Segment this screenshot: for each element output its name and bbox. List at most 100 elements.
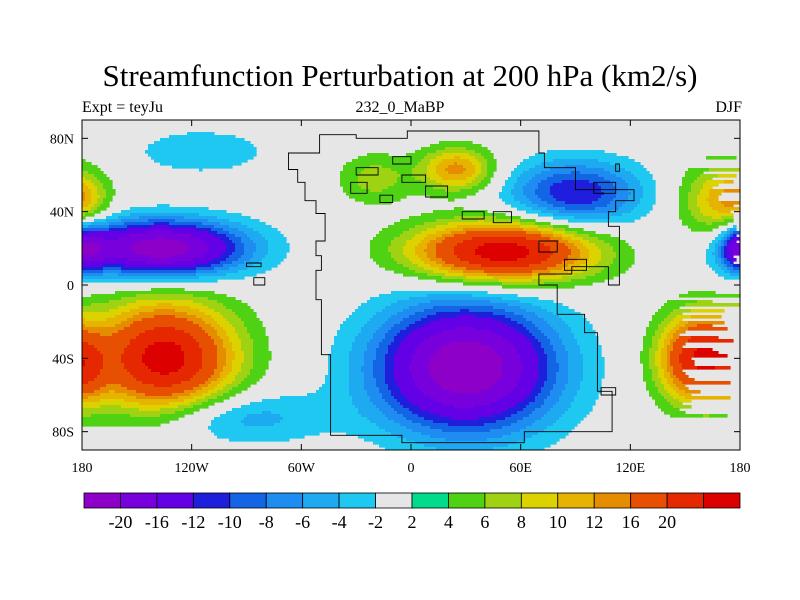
x-tick-label: 120E <box>616 461 646 476</box>
contour-cell <box>532 321 548 325</box>
contour-cell <box>130 324 200 328</box>
contour-cell <box>436 231 452 235</box>
contour-cell <box>115 315 134 319</box>
contour-cell <box>142 360 185 364</box>
contour-cell <box>427 183 443 187</box>
contour-cell <box>643 378 653 382</box>
contour-cell <box>346 318 371 322</box>
contour-cell <box>427 168 437 172</box>
contour-cell <box>502 372 521 376</box>
contour-cell <box>535 189 551 193</box>
contour-cell <box>226 258 239 262</box>
contour-cell <box>169 402 191 406</box>
contour-cell <box>436 279 464 283</box>
colorbar-label: 20 <box>658 512 676 532</box>
contour-cell <box>556 420 581 424</box>
contour-cell <box>577 231 596 235</box>
contour-cell <box>373 363 386 367</box>
contour-cell <box>469 153 482 157</box>
contour-cell <box>550 249 572 253</box>
contour-cell <box>262 399 353 403</box>
contour-cell <box>385 366 395 370</box>
contour-cell <box>358 156 425 160</box>
island-outline <box>246 262 262 268</box>
contour-cell <box>715 246 719 250</box>
contour-cell <box>157 303 173 307</box>
contour-cell <box>559 336 575 340</box>
contour-cell <box>109 225 128 229</box>
contour-cell <box>598 246 614 250</box>
contour-cell <box>394 222 425 226</box>
contour-cell <box>538 363 548 367</box>
contour-cell <box>199 342 215 346</box>
contour-cell <box>718 210 731 214</box>
colorbar-swatch <box>666 492 704 509</box>
contour-cell <box>679 336 692 340</box>
contour-cell <box>220 336 230 340</box>
contour-cell <box>520 375 539 379</box>
contour-cell <box>349 354 365 358</box>
contour-cell <box>82 378 95 382</box>
contour-cell <box>535 324 551 328</box>
contour-cell <box>193 321 206 325</box>
contour-cell <box>94 345 128 349</box>
contour-cell <box>568 369 584 373</box>
contour-cell <box>589 249 602 253</box>
contour-cell <box>445 261 470 265</box>
contour-cell <box>364 324 383 328</box>
contour-cell <box>190 378 209 382</box>
contour-cell <box>478 159 488 163</box>
contour-cell <box>235 351 245 355</box>
contour-cell <box>370 252 392 256</box>
contour-cell <box>364 354 377 358</box>
contour-cell <box>709 201 722 205</box>
contour-cell <box>367 321 386 325</box>
contour-cell <box>673 378 680 382</box>
contour-cell <box>190 306 209 310</box>
contour-cell <box>637 177 653 181</box>
contour-cell <box>706 261 716 265</box>
contour-cell <box>394 420 413 424</box>
contour-cell <box>430 177 443 181</box>
contour-cell <box>580 351 602 355</box>
contour-cell <box>223 315 239 319</box>
contour-cell <box>538 372 548 376</box>
contour-field <box>82 132 740 450</box>
contour-cell <box>472 180 482 184</box>
contour-cell <box>82 195 86 199</box>
contour-cell <box>544 429 572 433</box>
contour-cell <box>541 180 563 184</box>
island-outline <box>538 240 558 253</box>
x-tick-label: 60W <box>288 461 316 476</box>
contour-cell <box>550 393 563 397</box>
contour-cell <box>139 306 191 310</box>
contour-cell <box>562 393 578 397</box>
contour-cell <box>652 369 659 373</box>
y-tick-label: 40S <box>52 352 74 367</box>
contour-cell <box>232 348 242 352</box>
contour-cell <box>490 345 515 349</box>
contour-cell <box>235 354 245 358</box>
contour-cell <box>430 411 503 415</box>
contour-cell <box>82 177 86 181</box>
contour-cell <box>349 366 362 370</box>
contour-cell <box>139 312 188 316</box>
contour-cell <box>457 243 485 247</box>
contour-cell <box>220 312 236 316</box>
contour-cell <box>193 375 212 379</box>
contour-cell <box>481 171 488 175</box>
contour-cell <box>667 369 674 373</box>
contour-cell <box>97 375 134 379</box>
contour-cell <box>82 249 101 253</box>
contour-cell <box>235 312 257 316</box>
contour-cell <box>208 297 236 301</box>
contour-cell <box>733 264 740 268</box>
experiment-label: Expt = teyJu <box>82 99 164 116</box>
contour-cell <box>649 366 659 370</box>
contour-cell <box>259 231 281 235</box>
contour-cell <box>409 258 422 262</box>
contour-cell <box>226 354 236 358</box>
contour-cell <box>667 345 674 349</box>
contour-cell <box>148 144 254 148</box>
contour-cell <box>727 243 734 247</box>
